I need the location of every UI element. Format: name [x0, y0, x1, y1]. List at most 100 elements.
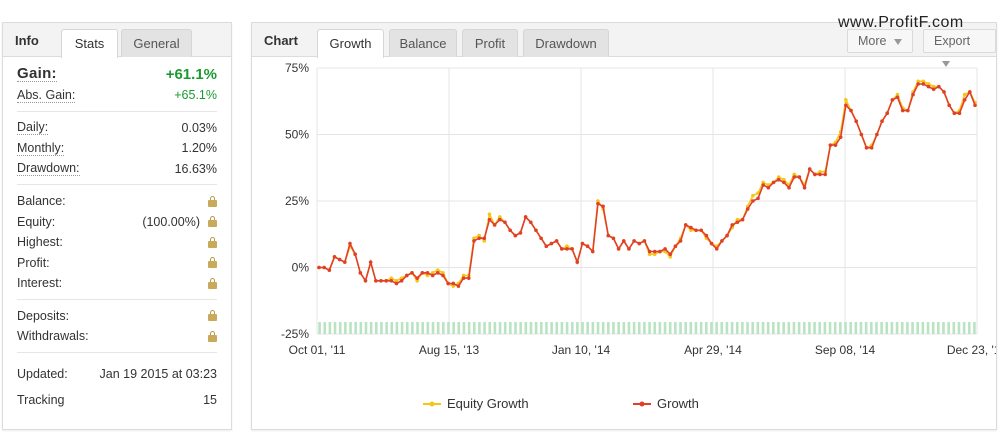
chevron-down-icon [894, 38, 903, 45]
growth-point [399, 279, 404, 283]
volume-bar [875, 322, 878, 334]
growth-point [363, 279, 368, 283]
lock-icon [208, 277, 217, 289]
growth-point [849, 108, 853, 113]
growth-point [394, 281, 399, 286]
volume-bar [870, 322, 873, 334]
equity-point [761, 180, 766, 185]
equity-point [647, 252, 652, 256]
tab-profit[interactable]: Profit [462, 29, 518, 57]
growth-point [374, 279, 378, 283]
more-button[interactable]: More [847, 29, 914, 53]
volume-bar [390, 322, 394, 334]
balance-section: Balance: Equity: (100.00%) Highest: Prof… [17, 185, 217, 300]
growth-point [436, 271, 440, 275]
gain-row: Gain: +61.1% [17, 63, 217, 85]
volume-bar [967, 322, 971, 334]
volume-bar [679, 322, 682, 334]
y-tick-label: 25% [285, 194, 309, 208]
equity-point [596, 199, 600, 203]
growth-point [771, 180, 776, 185]
equity-point [472, 236, 476, 241]
volume-bar [395, 322, 399, 334]
daily-label: Daily: [17, 120, 49, 136]
growth-point [792, 175, 797, 179]
growth-point [745, 207, 750, 211]
volume-bar [720, 322, 724, 334]
growth-point [601, 204, 605, 209]
tab-stats[interactable]: Stats [61, 29, 118, 58]
gain-section: Gain: +61.1% Abs. Gain: +65.1% [17, 57, 217, 112]
growth-point [358, 271, 363, 275]
growth-point [534, 228, 538, 233]
tab-drawdown[interactable]: Drawdown [523, 29, 609, 57]
growth-point [704, 233, 709, 238]
growth-point [642, 239, 647, 243]
gain-label: Gain: [17, 64, 57, 82]
growth-point [353, 252, 357, 256]
volume-bar [565, 322, 569, 334]
growth-growth-line [319, 83, 976, 288]
export-button[interactable]: Export [923, 29, 996, 67]
x-tick-label: Sep 08, '14 [815, 343, 876, 357]
tab-general[interactable]: General [121, 29, 192, 57]
y-tick-label: 50% [285, 128, 309, 142]
tab-balance[interactable]: Balance [389, 29, 457, 57]
legend-growth-marker [639, 401, 645, 407]
profit-row: Profit: [17, 253, 217, 274]
growth-point [482, 236, 487, 241]
growth-point [539, 236, 543, 241]
volume-bar [586, 322, 589, 334]
daily-row: Daily: 0.03% [17, 118, 217, 139]
volume-bar [725, 322, 729, 334]
volume-bar [973, 322, 976, 334]
growth-point [503, 220, 507, 225]
volume-bar [637, 322, 641, 334]
volume-bar [540, 322, 543, 334]
tab-growth[interactable]: Growth [317, 29, 384, 58]
volume-bar [684, 322, 687, 334]
growth-point [957, 111, 962, 116]
growth-point [528, 220, 533, 225]
volume-bar [833, 322, 837, 334]
growth-point [492, 223, 497, 227]
abs-gain-value: +65.1% [174, 88, 217, 103]
growth-point [461, 276, 466, 280]
growth-point [508, 228, 512, 233]
growth-point [709, 241, 714, 246]
growth-point [549, 241, 554, 246]
volume-bar [839, 322, 842, 334]
equity-label: Equity: [17, 214, 56, 229]
lock-icon [208, 310, 217, 322]
growth-point [947, 103, 951, 108]
equity-point [389, 276, 394, 280]
growth-point [890, 98, 895, 102]
y-tick-label: 75% [285, 61, 309, 75]
growth-point [647, 249, 652, 254]
growth-point [787, 185, 791, 190]
volume-bar [591, 322, 595, 334]
volume-bar [576, 322, 579, 334]
volume-bar [354, 322, 357, 334]
monthly-value: 1.20% [181, 141, 217, 156]
equity-point [451, 284, 456, 288]
gain-value: +61.1% [165, 65, 217, 83]
legend-equity-marker [429, 401, 435, 407]
growth-point [880, 119, 884, 123]
volume-bar [457, 322, 461, 334]
growth-point [663, 247, 667, 251]
volume-bar [921, 322, 925, 334]
volume-bar [746, 322, 749, 334]
volume-bar [947, 322, 950, 334]
volume-bar [333, 322, 337, 334]
growth-point [962, 98, 967, 102]
abs-gain-label: Abs. Gain: [17, 87, 76, 103]
volume-bar [369, 322, 373, 334]
equity-point [415, 279, 419, 283]
growth-point [317, 265, 321, 270]
volume-bar [782, 322, 785, 334]
export-label: Export [934, 34, 971, 48]
volume-bar [472, 322, 476, 334]
withdrawals-label: Withdrawals: [17, 329, 89, 344]
volume-bar [849, 322, 852, 334]
